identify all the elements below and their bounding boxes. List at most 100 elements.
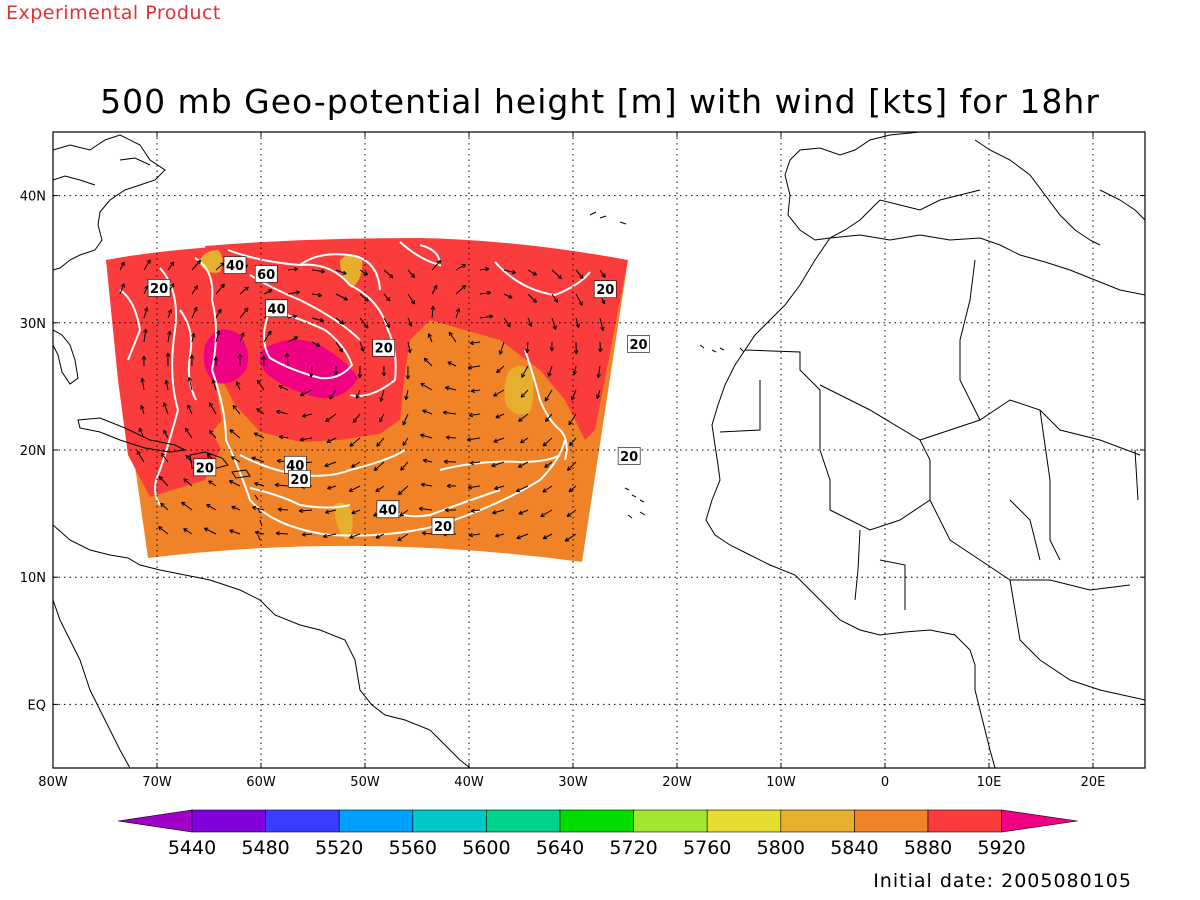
wind-arrow: [518, 413, 529, 422]
wind-arrow-head: [254, 530, 260, 536]
wind-arrow: [479, 268, 489, 271]
wind-arrow-head: [229, 429, 234, 434]
wind-arrow: [447, 361, 457, 367]
colorbar-label: 5480: [241, 837, 289, 859]
wind-arrow-head: [251, 456, 256, 461]
wind-arrow-head: [164, 379, 169, 385]
wind-arrow: [527, 269, 537, 276]
wind-arrow: [569, 437, 577, 446]
wind-arrow-head: [268, 289, 273, 294]
wind-arrow-head: [322, 533, 328, 539]
colorbar-swatch: [780, 809, 855, 833]
wind-arrow: [167, 331, 171, 343]
wind-arrow: [263, 289, 273, 295]
wind-arrow: [287, 336, 298, 343]
wind-arrow-head: [575, 323, 580, 328]
colorbar-swatch: [486, 809, 561, 833]
wind-arrow: [255, 531, 265, 535]
isotach-label-text: 40: [268, 302, 286, 317]
wind-arrow-head: [235, 381, 240, 386]
wind-arrow: [397, 533, 409, 541]
wind-arrow-head: [163, 429, 168, 435]
wind-arrow-head: [436, 260, 442, 265]
wind-arrow-head: [138, 427, 143, 433]
wind-arrow: [431, 284, 438, 295]
wind-arrow-head: [181, 501, 186, 507]
wind-arrow: [119, 283, 125, 295]
isotach-label: 20: [627, 335, 650, 353]
wind-arrow: [542, 485, 553, 493]
wind-arrow-head: [319, 317, 324, 323]
wind-arrow: [566, 509, 577, 517]
wind-arrow: [527, 317, 532, 327]
wind-arrow-head: [470, 388, 476, 394]
wind-arrow: [564, 533, 577, 542]
lon-tick-label: 20W: [662, 775, 692, 790]
wind-arrow-head: [187, 404, 192, 409]
wind-arrow-head: [351, 463, 356, 468]
wind-arrow-head: [351, 510, 356, 515]
wind-arrow: [300, 437, 313, 441]
wind-arrow-head: [256, 379, 261, 385]
isotach-label-text: 60: [257, 268, 275, 283]
wind-arrow-head: [324, 462, 329, 468]
wind-arrow-head: [277, 507, 282, 512]
wind-arrow-head: [469, 460, 475, 466]
wind-arrow-head: [399, 512, 405, 517]
wind-arrow: [191, 306, 198, 319]
wind-arrow-head: [379, 397, 384, 402]
product-note: Experimental Product: [6, 2, 221, 24]
wind-arrow-head: [493, 438, 498, 443]
wind-arrow-head: [455, 308, 461, 313]
wind-arrow-head: [324, 509, 330, 515]
wind-arrow-head: [206, 453, 211, 459]
colorbar-label: 5440: [168, 837, 216, 859]
wind-arrow-head: [461, 264, 466, 269]
wind-arrow: [136, 450, 145, 463]
wind-arrow-head: [193, 285, 198, 290]
isotach-label-text: 20: [620, 450, 638, 465]
wind-arrow: [209, 430, 217, 439]
isotach-label: 20: [431, 517, 455, 535]
colorbar-swatch: [191, 809, 266, 833]
wind-arrow-head: [579, 274, 584, 279]
wind-arrow: [300, 389, 313, 397]
wind-arrow: [206, 504, 217, 511]
isotach-label-text: 20: [629, 338, 647, 353]
wind-arrow: [494, 485, 505, 490]
wind-arrow-head: [183, 478, 188, 483]
wind-arrow: [167, 309, 172, 319]
colorbar-label: 5560: [389, 837, 437, 859]
colorbar-swatch: [854, 809, 929, 833]
wind-arrow: [503, 293, 513, 299]
wind-arrow-head: [385, 323, 390, 329]
wind-arrow-head: [467, 484, 473, 490]
wind-arrow-head: [208, 429, 214, 435]
wind-arrow-head: [349, 534, 354, 539]
wind-arrow: [143, 307, 148, 319]
wind-arrow: [208, 480, 217, 487]
wind-arrow-head: [524, 349, 530, 354]
colorbar-swatch: [412, 809, 487, 833]
wind-arrow: [469, 413, 481, 417]
colorbar-label: 5600: [462, 837, 510, 859]
wind-arrow: [520, 437, 529, 444]
wind-arrow-head: [468, 532, 474, 538]
wind-arrow-head: [355, 394, 360, 399]
isotach-label: 20: [147, 279, 171, 297]
wind-arrow-head: [402, 420, 407, 426]
wind-arrow: [212, 379, 217, 391]
isotach-label-text: 20: [596, 283, 614, 298]
lon-tick-label: 60W: [246, 775, 276, 790]
wind-arrow-head: [494, 533, 500, 538]
wind-arrow-head: [544, 397, 549, 402]
wind-arrow-head: [315, 342, 321, 347]
wind-arrow-head: [420, 482, 426, 488]
wind-arrow: [551, 293, 559, 303]
wind-arrow-head: [185, 454, 190, 460]
isotach-label: 40: [265, 299, 288, 317]
wind-arrow-head: [422, 409, 427, 414]
wind-arrow-head: [566, 466, 572, 471]
colorbar-arrow-high: [1001, 809, 1078, 833]
wind-arrow: [545, 413, 553, 422]
